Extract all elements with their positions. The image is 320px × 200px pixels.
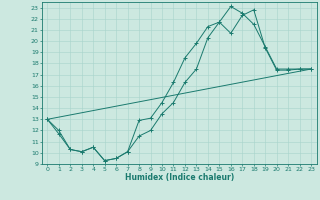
X-axis label: Humidex (Indice chaleur): Humidex (Indice chaleur)	[124, 173, 234, 182]
